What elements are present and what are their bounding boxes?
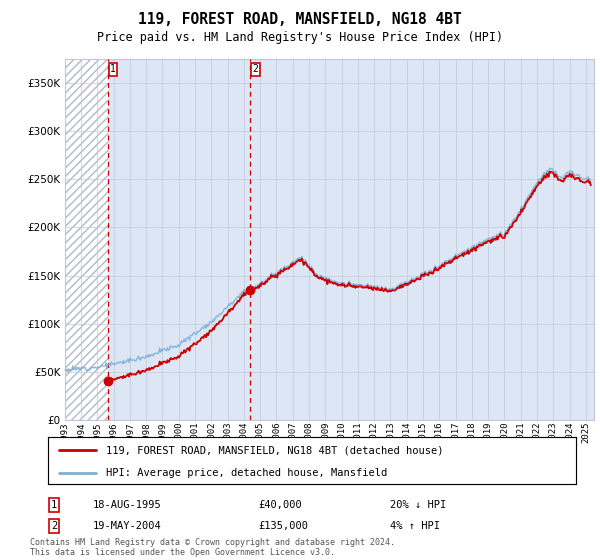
- Text: £40,000: £40,000: [258, 500, 302, 510]
- Text: 2: 2: [51, 521, 57, 531]
- Text: 18-AUG-1995: 18-AUG-1995: [93, 500, 162, 510]
- Text: £135,000: £135,000: [258, 521, 308, 531]
- Text: 1: 1: [110, 64, 116, 74]
- Text: 4% ↑ HPI: 4% ↑ HPI: [390, 521, 440, 531]
- Text: 119, FOREST ROAD, MANSFIELD, NG18 4BT: 119, FOREST ROAD, MANSFIELD, NG18 4BT: [138, 12, 462, 27]
- Text: Contains HM Land Registry data © Crown copyright and database right 2024.
This d: Contains HM Land Registry data © Crown c…: [30, 538, 395, 557]
- Text: 20% ↓ HPI: 20% ↓ HPI: [390, 500, 446, 510]
- Text: Price paid vs. HM Land Registry's House Price Index (HPI): Price paid vs. HM Land Registry's House …: [97, 31, 503, 44]
- Text: HPI: Average price, detached house, Mansfield: HPI: Average price, detached house, Mans…: [106, 468, 388, 478]
- Bar: [65, 59, 107, 420]
- Text: 2: 2: [253, 64, 259, 74]
- Text: 19-MAY-2004: 19-MAY-2004: [93, 521, 162, 531]
- Text: 1: 1: [51, 500, 57, 510]
- Text: 119, FOREST ROAD, MANSFIELD, NG18 4BT (detached house): 119, FOREST ROAD, MANSFIELD, NG18 4BT (d…: [106, 445, 443, 455]
